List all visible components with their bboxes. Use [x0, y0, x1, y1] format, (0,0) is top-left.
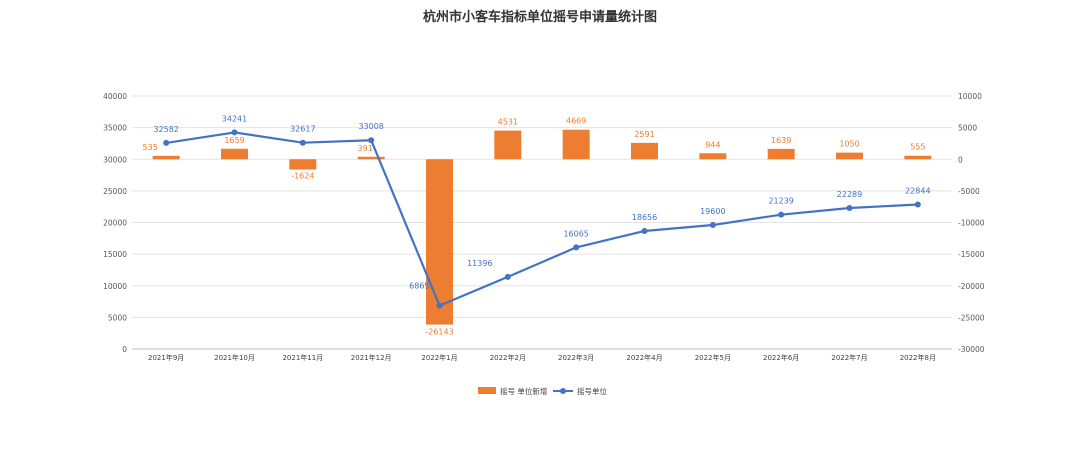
- line-data-label: 18656: [632, 213, 657, 222]
- right-y-tick-label: -5000: [958, 187, 980, 196]
- x-tick-label: 2021年11月: [282, 353, 323, 362]
- x-tick-label: 2022年3月: [558, 353, 594, 362]
- bar-data-label: 4669: [566, 117, 586, 126]
- x-tick-label: 2022年2月: [490, 353, 526, 362]
- bar-data-label: -26143: [425, 328, 453, 337]
- legend-label-bar: 摇号 单位新增: [500, 386, 547, 396]
- x-tick-label: 2022年6月: [763, 353, 799, 362]
- bar: [767, 148, 795, 160]
- line-data-label: 32582: [153, 125, 178, 134]
- left-y-axis: 0 5000 10000 15000 20000 25000 30000 35000 40000: [103, 92, 127, 354]
- right-y-tick-label: 5000: [958, 124, 977, 133]
- line-path: [165, 131, 918, 307]
- legend-marker-line: [560, 388, 566, 394]
- bar: [904, 155, 932, 160]
- x-tick-label: 2022年5月: [695, 353, 731, 362]
- chart-title: 杭州市小客车指标单位摇号申请量统计图: [423, 9, 657, 25]
- line-data-label: 6865: [409, 282, 429, 291]
- bar: [426, 159, 453, 325]
- line-data-label: 22289: [837, 190, 862, 199]
- left-y-tick-label: 40000: [103, 92, 127, 101]
- left-y-tick-label: 10000: [103, 282, 127, 291]
- bar: [562, 129, 590, 160]
- x-tick-label: 2021年10月: [214, 353, 255, 362]
- line-point: [231, 129, 238, 136]
- line-point: [504, 273, 511, 280]
- line-point: [778, 211, 785, 218]
- bar-data-labels: 535 1659 -1624 391 -26143 4531 4669 2591 944 1639…: [143, 117, 926, 337]
- x-tick-label: 2021年12月: [351, 353, 392, 362]
- bar: [699, 153, 727, 160]
- left-y-tick-label: 35000: [103, 124, 127, 133]
- line-series: [163, 129, 921, 309]
- bar-data-label: 535: [143, 143, 158, 152]
- bar: [494, 130, 522, 160]
- line-data-label: 32617: [290, 125, 315, 134]
- legend-label-line: 摇号单位: [577, 386, 607, 396]
- bar-data-label: 2591: [634, 130, 654, 139]
- x-tick-label: 2021年9月: [148, 353, 184, 362]
- bar: [289, 159, 317, 170]
- bar-data-label: 391: [358, 144, 373, 153]
- line-data-label: 22844: [905, 187, 930, 196]
- bar-data-label: 1050: [839, 140, 859, 149]
- left-y-tick-label: 15000: [103, 250, 127, 259]
- line-point: [299, 139, 306, 146]
- x-tick-label: 2022年7月: [831, 353, 867, 362]
- x-axis: 2021年9月 2021年10月 2021年11月 2021年12月 2022年1月 20…: [132, 348, 952, 362]
- right-y-axis: -30000 -25000 -20000 -15000 -10000 -5000 0 5000…: [958, 92, 985, 354]
- line-data-label: 11396: [467, 259, 492, 268]
- bar: [221, 148, 248, 160]
- line-data-label: 34241: [222, 114, 247, 123]
- right-y-tick-label: -15000: [958, 250, 985, 259]
- bar: [836, 152, 863, 160]
- line-point: [846, 205, 853, 212]
- line-point: [709, 222, 716, 229]
- bar: [357, 156, 385, 160]
- right-y-tick-label: 0: [958, 155, 963, 164]
- right-y-tick-label: 10000: [958, 92, 982, 101]
- left-y-tick-label: 30000: [103, 155, 127, 164]
- right-y-tick-label: -20000: [958, 282, 985, 291]
- right-y-tick-label: -30000: [958, 345, 985, 354]
- right-y-tick-label: -25000: [958, 313, 985, 322]
- bar-series: [152, 129, 932, 325]
- bar: [631, 142, 658, 160]
- line-point: [914, 201, 921, 208]
- bar-data-label: -1624: [291, 172, 314, 181]
- legend-swatch-bar: [478, 387, 496, 394]
- line-point: [573, 244, 580, 251]
- x-tick-label: 2022年1月: [421, 353, 457, 362]
- line-point: [163, 139, 170, 146]
- left-y-tick-label: 0: [122, 345, 127, 354]
- bar-data-label: 1639: [771, 136, 791, 145]
- line-point: [641, 228, 648, 235]
- line-data-labels: 32582 34241 32617 33008 6865 11396 16065 18656 1…: [153, 114, 930, 290]
- line-data-label: 16065: [563, 229, 588, 238]
- line-data-label: 33008: [358, 122, 383, 131]
- line-point: [368, 137, 375, 144]
- bar: [152, 155, 180, 160]
- bar-data-label: 1659: [224, 136, 244, 145]
- left-y-tick-label: 20000: [103, 219, 127, 228]
- x-tick-label: 2022年4月: [626, 353, 662, 362]
- gridlines: [132, 95, 952, 318]
- left-y-tick-label: 5000: [108, 313, 127, 322]
- x-tick-label: 2022年8月: [900, 353, 936, 362]
- line-data-label: 21239: [768, 197, 793, 206]
- bar-data-label: 4531: [498, 118, 518, 127]
- bar-data-label: 555: [910, 143, 925, 152]
- right-y-tick-label: -10000: [958, 219, 985, 228]
- legend: 摇号 单位新增 摇号单位: [478, 386, 607, 396]
- bar-data-label: 944: [705, 140, 720, 149]
- line-data-label: 19600: [700, 207, 725, 216]
- left-y-tick-label: 25000: [103, 187, 127, 196]
- line-point: [436, 302, 443, 309]
